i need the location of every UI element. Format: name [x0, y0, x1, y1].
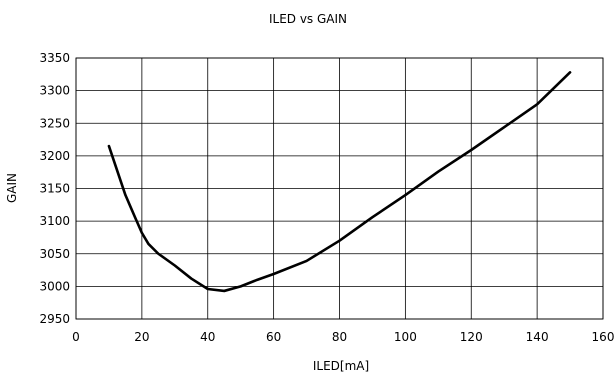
- x-tick-label-5: 100: [394, 330, 417, 344]
- y-tick-label-8: 3350: [39, 51, 70, 65]
- x-tick-label-4: 80: [332, 330, 347, 344]
- grid-layer: [75, 57, 604, 320]
- x-tick-label-1: 20: [134, 330, 149, 344]
- y-tick-label-0: 2950: [39, 312, 70, 326]
- plot-border: [75, 57, 604, 320]
- x-tick-label-6: 120: [460, 330, 483, 344]
- x-axis-label: ILED[mA]: [313, 359, 369, 373]
- x-tick-label-8: 160: [592, 330, 615, 344]
- chart-title: ILED vs GAIN: [269, 12, 347, 26]
- y-tick-label-7: 3300: [39, 84, 70, 98]
- y-tick-label-5: 3200: [39, 149, 70, 163]
- y-tick-label-4: 3150: [39, 182, 70, 196]
- y-tick-label-6: 3250: [39, 116, 70, 130]
- x-tick-label-2: 40: [200, 330, 215, 344]
- tick-layer: 0 20 40 60 80 100 120 140 160 2950 3000 3050 3100 315…: [39, 51, 614, 344]
- y-tick-label-1: 3000: [39, 279, 70, 293]
- plot-layer: [107, 71, 572, 293]
- series-line-0: [107, 71, 572, 293]
- y-axis-label: GAIN: [5, 173, 19, 203]
- y-tick-label-3: 3100: [39, 214, 70, 228]
- x-tick-label-3: 60: [266, 330, 281, 344]
- x-tick-label-0: 0: [72, 330, 80, 344]
- y-tick-label-2: 3050: [39, 247, 70, 261]
- x-tick-label-7: 140: [526, 330, 549, 344]
